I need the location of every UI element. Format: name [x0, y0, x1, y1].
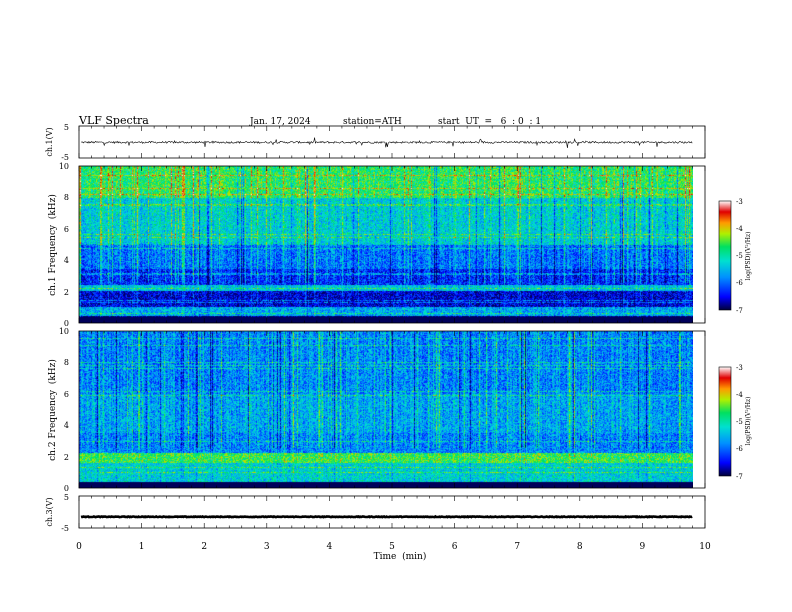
ch1-spectrogram-panel: 0 2 4 6 8 10 ch.1 Frequency (kHz) -3 -4 … [47, 162, 752, 328]
x-axis-label: Time (min) [374, 551, 427, 562]
x-tick-5: 5 [389, 542, 395, 552]
ch1-cbar-tick-m4: -4 [736, 225, 743, 233]
x-tick-3: 3 [264, 542, 270, 552]
x-tick-6: 6 [452, 542, 458, 552]
ch1-cbar-tick-m5: -5 [736, 252, 743, 260]
x-tick-7: 7 [514, 542, 520, 552]
x-axis: 0 1 2 3 4 5 6 7 8 9 10 Time (min) [76, 542, 711, 562]
x-tick-2: 2 [201, 542, 207, 552]
ch1-cbar-tick-m6: -6 [736, 279, 743, 287]
ch1-spec-ytick-8: 8 [64, 193, 69, 202]
ch1-spec-ylabel: ch.1 Frequency (kHz) [47, 194, 58, 296]
x-tick-4: 4 [327, 542, 333, 552]
ch3-waveform-panel: 5 -5 ch.3(V) [45, 493, 706, 533]
x-tick-9: 9 [640, 542, 646, 552]
ch3-waveform-line [80, 514, 693, 519]
ch2-cbar-tick-m6: -6 [736, 445, 743, 453]
ch2-cbar-tick-m4: -4 [736, 391, 743, 399]
x-tick-0: 0 [76, 542, 82, 552]
ch2-spec-ytick-8: 8 [64, 358, 69, 367]
ch2-cbar-tick-m7: -7 [736, 473, 743, 481]
ch1-waveform-line [80, 137, 693, 148]
ch1-cbar-tick-m7: -7 [736, 307, 743, 315]
ch1-cbar-label: log(PSD)(V²/Hz) [745, 232, 752, 281]
ch3-wave-ytick-top: 5 [64, 493, 69, 502]
ch2-spec-ytick-2: 2 [64, 453, 69, 462]
ch2-spec-ylabel: ch.2 Frequency (kHz) [47, 359, 58, 461]
date-label: Jan. 17, 2024 [249, 117, 311, 127]
ch2-cbar-label: log(PSD)(V²/Hz) [745, 397, 752, 446]
ch1-wave-ytick-top: 5 [64, 123, 69, 132]
x-tick-10: 10 [699, 542, 711, 552]
ch1-colorbar [718, 200, 732, 311]
ch3-wave-ytick-bottom: -5 [61, 524, 69, 533]
ch1-wave-ylabel: ch.1(V) [45, 127, 54, 156]
ch2-spec-ytick-4: 4 [64, 421, 69, 430]
ch2-spectrogram-panel: 0 2 4 6 8 10 ch.2 Frequency (kHz) -3 -4 … [47, 327, 752, 493]
ch1-cbar-tick-m3: -3 [736, 198, 743, 206]
ch1-wave-ytick-bottom: -5 [61, 153, 69, 162]
ch2-spec-ytick-6: 6 [64, 390, 69, 399]
ch1-spec-ytick-0: 0 [64, 319, 69, 328]
ch1-spec-ytick-10: 10 [59, 162, 69, 171]
ch1-spec-ytick-6: 6 [64, 225, 69, 234]
ch2-cbar-tick-m3: -3 [736, 364, 743, 372]
x-tick-1: 1 [139, 542, 145, 552]
ch2-spec-ytick-0: 0 [64, 484, 69, 493]
start-time-label: start UT = 6 : 0 : 1 [438, 117, 541, 127]
ch1-spec-ytick-2: 2 [64, 288, 69, 297]
ch2-spec-ytick-10: 10 [59, 327, 69, 336]
ch2-cbar-tick-m5: -5 [736, 418, 743, 426]
x-tick-8: 8 [577, 542, 583, 552]
ch1-spec-ytick-4: 4 [64, 256, 69, 265]
station-label: station=ATH [343, 117, 402, 127]
ch3-wave-ylabel: ch.3(V) [45, 497, 54, 526]
ch2-colorbar [718, 366, 732, 477]
figure-title: VLF Spectra [78, 114, 149, 127]
ch1-waveform-panel: 5 -5 ch.1(V) [45, 123, 706, 162]
